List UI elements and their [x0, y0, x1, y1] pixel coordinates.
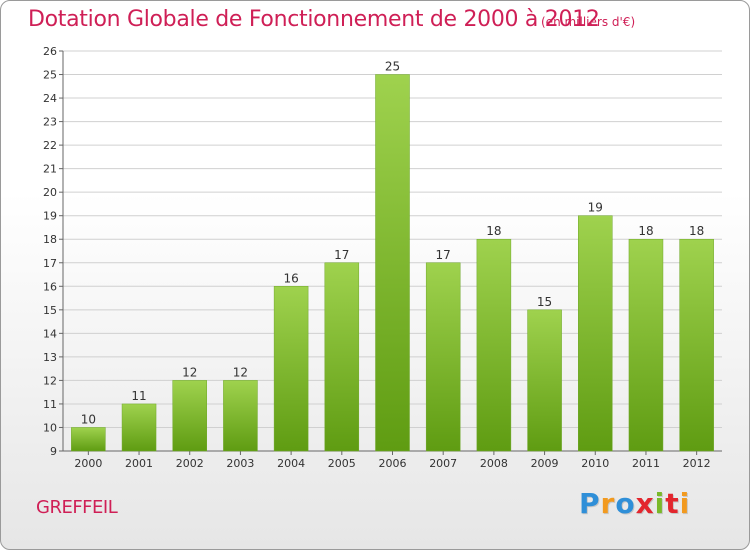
logo-letter: i: [679, 487, 691, 520]
y-tick-label: 13: [43, 351, 57, 364]
x-tick-label-2008: 2008: [480, 457, 508, 470]
y-tick-label: 15: [43, 304, 57, 317]
bar-2006: [375, 74, 410, 452]
y-tick-label: 18: [43, 233, 57, 246]
bar-2005: [324, 262, 360, 452]
x-tick-label-2000: 2000: [74, 457, 102, 470]
value-label-2001: 11: [131, 389, 146, 403]
x-tick-label-2009: 2009: [531, 457, 559, 470]
logo-letter: i: [654, 487, 666, 520]
proxiti-logo: Proxiti: [579, 487, 690, 520]
x-tick-label-2007: 2007: [429, 457, 457, 470]
y-tick-label: 16: [43, 280, 57, 293]
value-label-2002: 12: [182, 365, 197, 379]
bar-2008: [476, 238, 512, 452]
bar-2003: [223, 380, 258, 452]
y-tick-label: 12: [43, 374, 57, 387]
logo-letter: o: [615, 487, 636, 520]
y-tick-label: 24: [43, 92, 57, 105]
x-tick-label-2011: 2011: [632, 457, 660, 470]
y-tick-label: 23: [43, 116, 57, 129]
commune-name: GREFFEIL: [36, 497, 118, 518]
bar-2009: [527, 309, 562, 452]
y-tick-label: 11: [43, 398, 57, 411]
value-label-2011: 18: [638, 224, 653, 238]
labels: 9 10 11 12 13 14 15 16 17 18 19 20 21 22 23 24 25 26 10 200…: [43, 45, 711, 470]
value-label-2009: 15: [537, 295, 552, 309]
value-label-2008: 18: [486, 224, 501, 238]
bar-2011: [628, 238, 664, 452]
x-tick-label-2004: 2004: [277, 457, 305, 470]
logo-letter: x: [635, 487, 655, 520]
logo-letter: t: [665, 487, 680, 520]
bar-2000: [71, 427, 106, 452]
chart-subtitle: (en milliers d'€): [541, 15, 636, 29]
x-tick-label-2002: 2002: [176, 457, 204, 470]
logo-letter: P: [579, 487, 601, 520]
y-tick-label: 14: [43, 327, 57, 340]
y-tick-label: 17: [43, 257, 57, 270]
x-tick-label-2003: 2003: [226, 457, 254, 470]
bar-2007: [425, 262, 461, 452]
value-label-2007: 17: [436, 248, 451, 262]
value-label-2010: 19: [588, 201, 603, 215]
value-label-2006: 25: [385, 60, 400, 74]
x-tick-label-2006: 2006: [379, 457, 407, 470]
bar-2012: [679, 238, 714, 452]
x-tick-label-2005: 2005: [328, 457, 356, 470]
value-label-2005: 17: [334, 248, 349, 262]
x-tick-label-2012: 2012: [683, 457, 711, 470]
y-tick-label: 20: [43, 186, 57, 199]
y-tick-label: 22: [43, 139, 57, 152]
y-tick-label: 26: [43, 45, 57, 58]
bar-2004: [273, 286, 309, 452]
logo-letter: r: [600, 487, 616, 520]
x-tick-label-2001: 2001: [125, 457, 153, 470]
bars: [71, 74, 714, 452]
bar-2002: [172, 380, 207, 452]
chart-title: Dotation Globale de Fonctionnement de 20…: [28, 7, 600, 32]
y-tick-label: 19: [43, 210, 57, 223]
value-label-2000: 10: [81, 412, 96, 426]
y-tick-label: 25: [43, 69, 57, 82]
y-tick-label: 9: [50, 445, 57, 458]
bar-2010: [578, 215, 613, 452]
x-tick-label-2010: 2010: [581, 457, 609, 470]
value-label-2004: 16: [283, 271, 298, 285]
value-label-2003: 12: [233, 365, 248, 379]
y-tick-label: 21: [43, 163, 57, 176]
bar-2001: [121, 403, 157, 452]
value-label-2012: 18: [689, 224, 704, 238]
y-tick-label: 10: [43, 421, 57, 434]
